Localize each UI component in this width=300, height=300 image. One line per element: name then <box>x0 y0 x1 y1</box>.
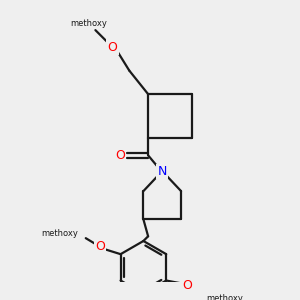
Text: N: N <box>158 165 167 178</box>
Text: methoxy: methoxy <box>70 19 107 28</box>
Text: methoxy: methoxy <box>207 294 244 300</box>
Text: O: O <box>95 240 105 253</box>
Text: O: O <box>107 40 117 54</box>
Text: O: O <box>182 279 192 292</box>
Text: O: O <box>115 149 125 162</box>
Text: methoxy: methoxy <box>41 229 78 238</box>
